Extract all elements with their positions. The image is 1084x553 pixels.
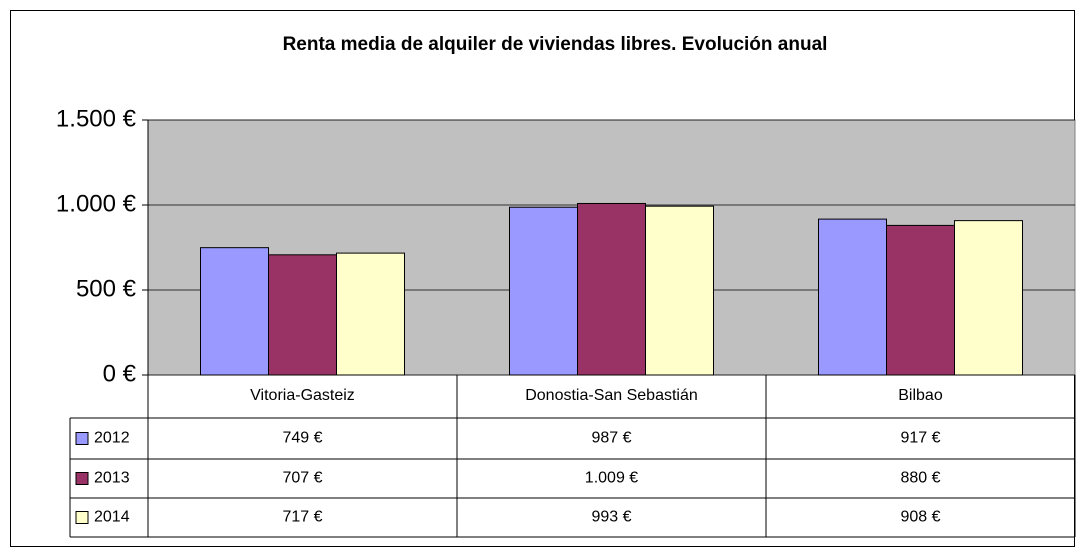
x-tick-label: Vitoria-Gasteiz (250, 387, 355, 404)
table-cell: 707 € (282, 470, 322, 487)
legend-label: 2013 (94, 470, 130, 487)
table-cell: 908 € (900, 509, 940, 526)
table-cell: 987 € (591, 430, 631, 447)
x-tick-label: Bilbao (898, 387, 943, 404)
table-cell: 993 € (591, 509, 631, 526)
y-tick-label: 1.500 € (56, 105, 137, 132)
bar (577, 202, 646, 376)
bar (336, 252, 405, 376)
legend-label: 2014 (94, 509, 130, 526)
table-cell: 749 € (282, 430, 322, 447)
legend-swatch (75, 511, 89, 524)
table-cell: 917 € (900, 430, 940, 447)
y-tick-label: 500 € (76, 275, 137, 302)
bar (954, 220, 1023, 376)
table-cell: 717 € (282, 509, 322, 526)
bar (645, 205, 714, 376)
legend-label: 2012 (94, 430, 130, 447)
y-tick-label: 1.000 € (56, 190, 137, 217)
y-tick-label: 0 € (103, 360, 137, 387)
bar (818, 218, 887, 376)
bar (886, 224, 955, 376)
x-tick-label: Donostia-San Sebastián (525, 387, 698, 404)
bar (509, 206, 578, 376)
bar (200, 247, 269, 376)
bar (268, 254, 337, 376)
chart-title: Renta media de alquiler de viviendas lib… (283, 34, 828, 55)
legend-swatch (75, 432, 89, 445)
table-cell: 880 € (900, 470, 940, 487)
legend-swatch (75, 472, 89, 485)
table-cell: 1.009 € (585, 470, 638, 487)
